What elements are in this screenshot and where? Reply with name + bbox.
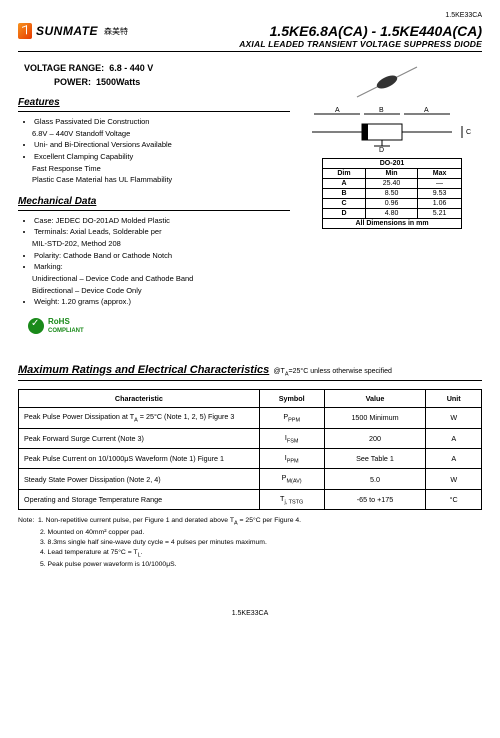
dim-cell: D [323,209,366,219]
title-main: 1.5KE6.8A(CA) - 1.5KE440A(CA) [239,23,482,39]
max-ratings-cond: @TA=25°C unless otherwise specified [272,368,392,375]
mech-item: Bidirectional – Device Code Only [32,285,290,297]
dim-cell: 8.50 [365,189,417,199]
mech-head: Mechanical Data [18,196,290,207]
char-row: Operating and Storage Temperature Range … [19,489,482,509]
notes-lead: Note: [18,517,34,524]
voltage-label: VOLTAGE RANGE: [24,63,104,73]
note-item: 2. Mounted on 40mm² copper pad. [40,529,144,536]
rohs-badge: RoHSCOMPLIANT [28,318,290,334]
dim-h: Dim [323,169,366,179]
char-h: Unit [426,390,482,408]
mech-item: Polarity: Cathode Band or Cathode Notch [34,250,290,262]
char-h: Value [324,390,426,408]
features-list: Glass Passivated Die Construction 6.8V –… [18,116,290,186]
logo-text: SUNMATE [36,24,98,38]
dim-cell: 25.40 [365,179,417,189]
dim-footer: All Dimensions in mm [323,219,462,229]
mech-item: Unidirectional – Device Code and Cathode… [32,273,290,285]
max-ratings-rule [18,380,482,381]
char-h: Characteristic [19,390,260,408]
svg-text:B: B [379,107,384,114]
char-row: Peak Forward Surge Current (Note 3) IFSM… [19,428,482,448]
header-rule [18,51,482,52]
logo: SUNMATE 森美特 [18,23,128,39]
char-h: Symbol [259,390,324,408]
footer-part-number: 1.5KE33CA [18,610,482,617]
feature-item: 6.8V – 440V Standoff Voltage [32,128,290,140]
dim-cell: — [418,179,462,189]
logo-cn: 森美特 [104,26,128,37]
component-diagram: A B A C D [302,62,482,152]
mech-rule [18,210,290,211]
dim-title: DO-201 [323,159,462,169]
mech-item: MIL-STD-202, Method 208 [32,238,290,250]
characteristics-table: Characteristic Symbol Value Unit Peak Pu… [18,389,482,510]
note-item: 1. Non-repetitive current pulse, per Fig… [38,517,234,524]
char-row: Peak Pulse Current on 10/1000μS Waveform… [19,449,482,469]
svg-text:D: D [379,147,384,152]
char-row: Steady State Power Dissipation (Note 2, … [19,469,482,489]
features-rule [18,111,290,112]
logo-icon [18,23,32,39]
part-number-top: 1.5KE33CA [18,12,482,19]
power-value: 1500Watts [96,77,140,87]
dim-h: Max [418,169,462,179]
features-head: Features [18,97,290,108]
rohs-icon [28,318,44,334]
notes: Note: 1. Non-repetitive current pulse, p… [18,516,482,570]
feature-item: Excellent Clamping Capability [34,151,290,163]
svg-text:A: A [424,107,429,114]
feature-item: Fast Response Time [32,163,290,175]
dim-cell: 0.96 [365,199,417,209]
title-block: 1.5KE6.8A(CA) - 1.5KE440A(CA) AXIAL LEAD… [239,23,482,49]
max-ratings-head: Maximum Ratings and Electrical Character… [18,364,269,376]
dim-cell: 5.21 [418,209,462,219]
feature-item: Uni- and Bi-Directional Versions Availab… [34,139,290,151]
mech-item: Case: JEDEC DO-201AD Molded Plastic [34,215,290,227]
header: SUNMATE 森美特 1.5KE6.8A(CA) - 1.5KE440A(CA… [18,23,482,49]
diagram-svg: A B A C D [302,62,482,152]
title-sub: AXIAL LEADED TRANSIENT VOLTAGE SUPPRESS … [239,39,482,49]
rohs-text: RoHSCOMPLIANT [48,318,84,334]
dim-cell: 4.80 [365,209,417,219]
feature-item: Glass Passivated Die Construction [34,116,290,128]
note-item: 5. Peak pulse power waveform is 10/1000μ… [40,561,177,568]
power-label: POWER: [54,77,91,87]
feature-item: Plastic Case Material has UL Flammabilit… [32,174,290,186]
dim-cell: A [323,179,366,189]
dimension-table: DO-201 Dim Min Max A25.40— B8.509.53 C0.… [322,158,462,229]
mech-item: Terminals: Axial Leads, Solderable per [34,226,290,238]
svg-text:A: A [335,107,340,114]
svg-text:C: C [466,129,471,136]
dim-cell: B [323,189,366,199]
mech-list: Case: JEDEC DO-201AD Molded Plastic Term… [18,215,290,308]
dim-cell: 1.06 [418,199,462,209]
char-row: Peak Pulse Power Dissipation at TA = 25°… [19,408,482,428]
dim-cell: 9.53 [418,189,462,199]
voltage-value: 6.8 - 440 V [109,63,153,73]
dim-cell: C [323,199,366,209]
dim-h: Min [365,169,417,179]
note-item: 4. Lead temperature at 75°C = T [40,549,138,556]
mech-item: Marking: [34,261,290,273]
voltage-power: VOLTAGE RANGE: 6.8 - 440 V POWER: 1500Wa… [24,62,290,89]
mech-item: Weight: 1.20 grams (approx.) [34,296,290,308]
note-item: 3. 8.3ms single half sine-wave duty cycl… [40,539,267,546]
